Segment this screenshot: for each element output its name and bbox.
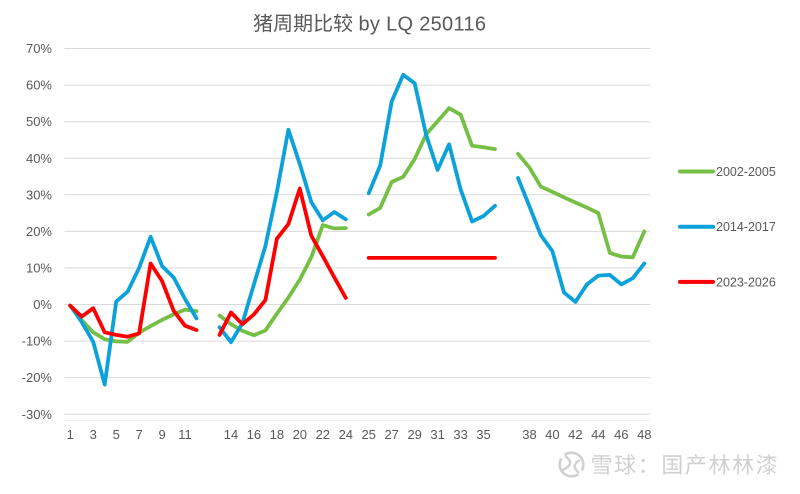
svg-text:by LQ 250116: by LQ 250116: [359, 14, 487, 36]
svg-text:5: 5: [113, 427, 120, 442]
svg-text:20%: 20%: [26, 224, 52, 239]
svg-text:60%: 60%: [26, 78, 52, 93]
svg-text:35: 35: [476, 427, 490, 442]
svg-text:24: 24: [339, 427, 353, 442]
svg-text:3: 3: [90, 427, 97, 442]
svg-text:2002-2005: 2002-2005: [716, 165, 776, 179]
svg-text:40: 40: [545, 427, 559, 442]
svg-text:44: 44: [591, 427, 605, 442]
svg-text:7: 7: [135, 427, 142, 442]
svg-text:16: 16: [247, 427, 261, 442]
svg-text:48: 48: [637, 427, 651, 442]
svg-text:1: 1: [67, 427, 74, 442]
svg-text:70%: 70%: [26, 41, 52, 56]
svg-text:-20%: -20%: [22, 370, 53, 385]
svg-text:31: 31: [430, 427, 444, 442]
svg-text:25: 25: [361, 427, 375, 442]
svg-text:46: 46: [614, 427, 628, 442]
svg-text:-30%: -30%: [22, 407, 53, 422]
svg-text:2023-2026: 2023-2026: [716, 275, 776, 289]
svg-text:42: 42: [568, 427, 582, 442]
svg-text:9: 9: [158, 427, 165, 442]
svg-text:18: 18: [270, 427, 284, 442]
svg-text:40%: 40%: [26, 151, 52, 166]
svg-text:22: 22: [316, 427, 330, 442]
svg-text:30%: 30%: [26, 187, 52, 202]
svg-text:2014-2017: 2014-2017: [716, 220, 776, 234]
svg-text:27: 27: [384, 427, 398, 442]
svg-text:38: 38: [522, 427, 536, 442]
svg-text:33: 33: [453, 427, 467, 442]
svg-text:0%: 0%: [33, 297, 52, 312]
svg-text:14: 14: [224, 427, 238, 442]
svg-text:50%: 50%: [26, 114, 52, 129]
svg-text:11: 11: [178, 427, 192, 442]
svg-text:-10%: -10%: [22, 334, 53, 349]
svg-text:29: 29: [407, 427, 421, 442]
svg-text:10%: 10%: [26, 261, 52, 276]
svg-text:20: 20: [293, 427, 307, 442]
